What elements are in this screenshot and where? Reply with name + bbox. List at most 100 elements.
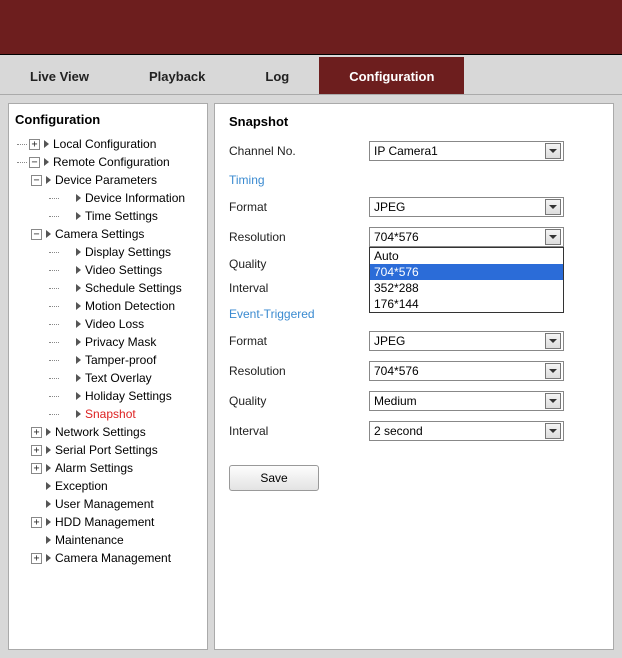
tree-item-video-loss[interactable]: Video Loss: [13, 315, 203, 333]
chevron-right-icon: [76, 302, 81, 310]
resolution-option-176x144[interactable]: 176*144: [370, 296, 563, 312]
tree-item-display-settings[interactable]: Display Settings: [13, 243, 203, 261]
tree-item-exception[interactable]: Exception: [13, 477, 203, 495]
chevron-right-icon: [46, 464, 51, 472]
chevron-right-icon: [76, 374, 81, 382]
tree-item-tamper-proof[interactable]: Tamper-proof: [13, 351, 203, 369]
tree-item-video-settings[interactable]: Video Settings: [13, 261, 203, 279]
tree-label: HDD Management: [55, 515, 154, 529]
event-format-value: JPEG: [374, 334, 405, 348]
panel-title: Snapshot: [229, 114, 599, 129]
chevron-right-icon: [76, 266, 81, 274]
tree-item-camera-management[interactable]: + Camera Management: [13, 549, 203, 567]
tree-item-local-configuration[interactable]: +Local Configuration: [13, 135, 203, 153]
tree-item-schedule-settings[interactable]: Schedule Settings: [13, 279, 203, 297]
resolution-option-352x288[interactable]: 352*288: [370, 280, 563, 296]
tree-item-user-management[interactable]: User Management: [13, 495, 203, 513]
chevron-right-icon: [44, 158, 49, 166]
channel-select[interactable]: IP Camera1: [369, 141, 564, 161]
chevron-right-icon: [76, 320, 81, 328]
tree-label: Exception: [55, 479, 108, 493]
tree-label: Motion Detection: [85, 299, 175, 313]
event-quality-value: Medium: [374, 394, 417, 408]
collapse-icon[interactable]: −: [31, 229, 42, 240]
tree-label: Snapshot: [85, 407, 136, 421]
timing-resolution-value: 704*576: [374, 230, 419, 244]
tree-item-time-settings[interactable]: Time Settings: [13, 207, 203, 225]
event-format-select[interactable]: JPEG: [369, 331, 564, 351]
tree-item-holiday-settings[interactable]: Holiday Settings: [13, 387, 203, 405]
event-interval-label: Interval: [229, 424, 369, 438]
expand-icon[interactable]: +: [31, 517, 42, 528]
tree-label: Video Settings: [85, 263, 162, 277]
save-button[interactable]: Save: [229, 465, 319, 491]
timing-interval-label: Interval: [229, 281, 369, 295]
tree-item-motion-detection[interactable]: Motion Detection: [13, 297, 203, 315]
chevron-right-icon: [46, 176, 51, 184]
tree-label: Display Settings: [85, 245, 171, 259]
tree-label: Alarm Settings: [55, 461, 133, 475]
tree-label: Privacy Mask: [85, 335, 156, 349]
expand-icon[interactable]: +: [31, 427, 42, 438]
tree-item-serial-port-settings[interactable]: + Serial Port Settings: [13, 441, 203, 459]
tab-configuration[interactable]: Configuration: [319, 57, 464, 94]
tree-item-text-overlay[interactable]: Text Overlay: [13, 369, 203, 387]
tree-item-remote-configuration[interactable]: −Remote Configuration: [13, 153, 203, 171]
tree-item-network-settings[interactable]: + Network Settings: [13, 423, 203, 441]
chevron-down-icon: [545, 199, 561, 215]
tree-item-hdd-management[interactable]: + HDD Management: [13, 513, 203, 531]
event-resolution-select[interactable]: 704*576: [369, 361, 564, 381]
chevron-right-icon: [46, 518, 51, 526]
timing-quality-label: Quality: [229, 257, 369, 271]
tab-log[interactable]: Log: [235, 57, 319, 94]
collapse-icon[interactable]: −: [29, 157, 40, 168]
tab-live-view[interactable]: Live View: [0, 57, 119, 94]
event-quality-select[interactable]: Medium: [369, 391, 564, 411]
tree-item-device-parameters[interactable]: −Device Parameters: [13, 171, 203, 189]
chevron-right-icon: [76, 212, 81, 220]
event-quality-label: Quality: [229, 394, 369, 408]
timing-format-select[interactable]: JPEG: [369, 197, 564, 217]
chevron-right-icon: [44, 140, 49, 148]
config-tree-sidebar: Configuration +Local Configuration −Remo…: [8, 103, 208, 650]
tree-label: Camera Management: [55, 551, 171, 565]
expand-icon[interactable]: +: [31, 553, 42, 564]
chevron-right-icon: [76, 410, 81, 418]
expand-icon[interactable]: +: [31, 463, 42, 474]
tree-item-privacy-mask[interactable]: Privacy Mask: [13, 333, 203, 351]
resolution-option-704x576[interactable]: 704*576: [370, 264, 563, 280]
tree-item-alarm-settings[interactable]: + Alarm Settings: [13, 459, 203, 477]
chevron-down-icon: [545, 423, 561, 439]
tree-label: Serial Port Settings: [55, 443, 158, 457]
event-interval-select[interactable]: 2 second: [369, 421, 564, 441]
timing-format-value: JPEG: [374, 200, 405, 214]
tree-label: Tamper-proof: [85, 353, 156, 367]
tree-label: Camera Settings: [55, 227, 144, 241]
tab-playback[interactable]: Playback: [119, 57, 235, 94]
tree-label: Time Settings: [85, 209, 158, 223]
timing-resolution-select[interactable]: 704*576: [369, 227, 564, 247]
tree-item-snapshot[interactable]: Snapshot: [13, 405, 203, 423]
tree-item-device-information[interactable]: Device Information: [13, 189, 203, 207]
chevron-right-icon: [46, 428, 51, 436]
tree-label: Maintenance: [55, 533, 124, 547]
timing-resolution-label: Resolution: [229, 230, 369, 244]
tree-item-maintenance[interactable]: Maintenance: [13, 531, 203, 549]
resolution-dropdown[interactable]: Auto 704*576 352*288 176*144: [369, 247, 564, 313]
chevron-right-icon: [76, 248, 81, 256]
chevron-down-icon: [545, 363, 561, 379]
collapse-icon[interactable]: −: [31, 175, 42, 186]
tree-label: User Management: [55, 497, 154, 511]
chevron-right-icon: [76, 194, 81, 202]
tree-item-camera-settings[interactable]: − Camera Settings: [13, 225, 203, 243]
tree-label: Network Settings: [55, 425, 146, 439]
resolution-option-auto[interactable]: Auto: [370, 248, 563, 264]
chevron-right-icon: [46, 500, 51, 508]
tree-label: Holiday Settings: [85, 389, 172, 403]
timing-format-label: Format: [229, 200, 369, 214]
chevron-right-icon: [46, 554, 51, 562]
expand-icon[interactable]: +: [29, 139, 40, 150]
tree-label: Schedule Settings: [85, 281, 182, 295]
expand-icon[interactable]: +: [31, 445, 42, 456]
work-area: Configuration +Local Configuration −Remo…: [0, 95, 622, 658]
